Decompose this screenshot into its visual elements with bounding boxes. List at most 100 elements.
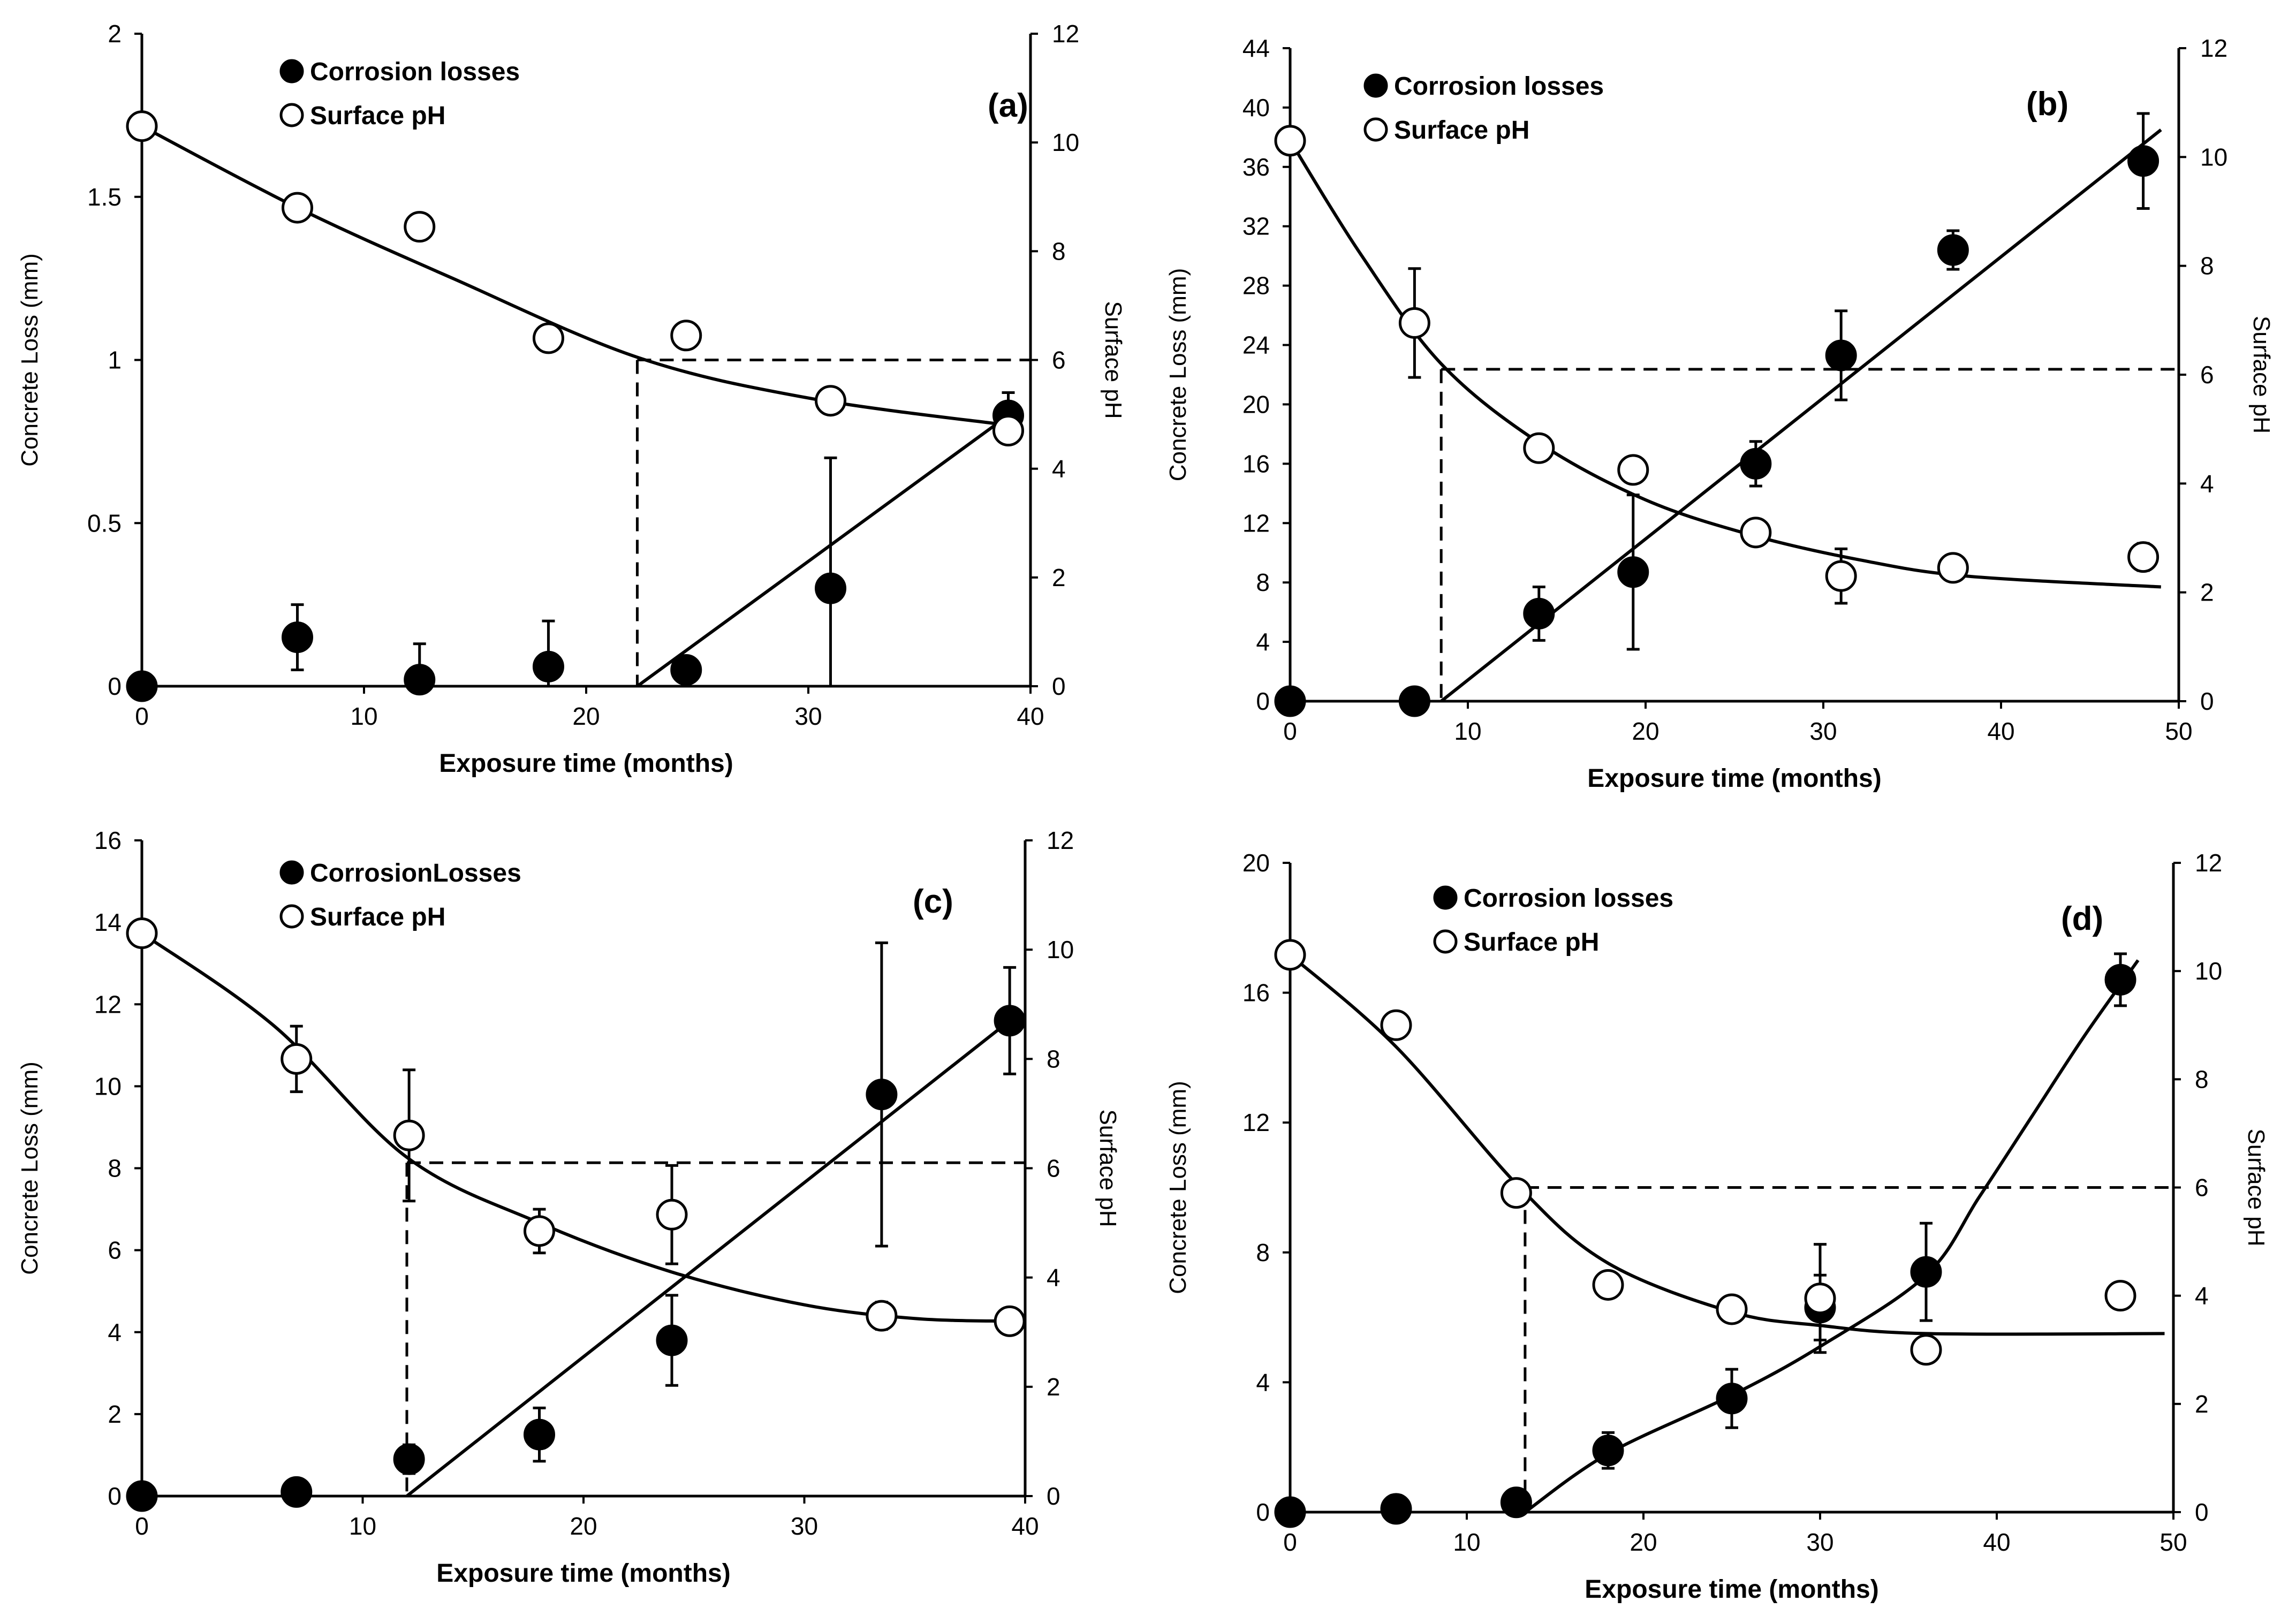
ph-fit-curve <box>1289 953 2165 1336</box>
y2-tick-label: 2 <box>2200 579 2214 606</box>
y-tick-label: 28 <box>1242 272 1270 300</box>
surface-ph-point <box>1592 1269 1624 1301</box>
surface-ph-point <box>670 320 702 352</box>
surface-ph-point <box>815 385 846 417</box>
surface-ph-point <box>1380 1009 1412 1041</box>
y2-tick-label: 2 <box>1052 564 1066 591</box>
surface-ph-point <box>1274 125 1306 157</box>
surface-ph-point <box>1937 552 1969 584</box>
legend-label: Surface pH <box>310 102 445 130</box>
x-tick-label: 40 <box>1983 1528 2010 1556</box>
x-tick-label: 30 <box>1806 1528 1833 1556</box>
y-tick-label: 6 <box>108 1236 122 1264</box>
y-tick-label: 1 <box>108 346 122 374</box>
corrosion-loss-point <box>866 1079 898 1111</box>
y-tick-label: 20 <box>1242 849 1270 877</box>
y-tick-label: 0.5 <box>87 509 122 537</box>
x-tick-label: 30 <box>794 702 822 730</box>
y-tick-label: 4 <box>1256 1368 1270 1396</box>
legend: Corrosion losses Surface pH <box>1433 884 1673 957</box>
y-tick-label: 20 <box>1242 390 1270 418</box>
y-tick-label: 2 <box>108 1400 122 1428</box>
x-tick-label: 30 <box>791 1512 818 1540</box>
chart-panel: 0 10 20 30 40 50 0 4 8 12 16 20 0 2 4 6 8 10 12 Exposure ti… <box>1165 849 2269 1604</box>
surface-ph-point <box>532 322 564 354</box>
legend: CorrosionLosses Surface pH <box>279 859 521 931</box>
x-tick-label: 30 <box>1809 717 1837 745</box>
x-tick-label: 20 <box>1630 1528 1657 1556</box>
legend-marker-open <box>279 904 304 929</box>
y-tick-label: 12 <box>94 990 122 1018</box>
y-tick-label: 8 <box>1256 1239 1270 1266</box>
y-tick-label: 44 <box>1242 34 1270 62</box>
y2-tick-label: 8 <box>1052 237 1066 265</box>
x-axis-title: Exposure time (months) <box>1585 1575 1878 1604</box>
corrosion-loss-point <box>532 650 564 682</box>
x-tick-label: 50 <box>2159 1528 2187 1556</box>
x-tick-label: 10 <box>350 702 377 730</box>
legend-marker-filled <box>279 59 304 84</box>
y2-tick-label: 6 <box>1047 1155 1060 1182</box>
y2-tick-label: 10 <box>1047 936 1074 963</box>
panel-label: (a) <box>988 87 1028 124</box>
corrosion-loss-point <box>1716 1383 1748 1415</box>
legend-label: Corrosion losses <box>310 58 520 86</box>
legend: Corrosion losses Surface pH <box>1363 72 1604 145</box>
surface-ph-point <box>126 110 158 142</box>
corrosion-loss-point <box>1825 339 1857 371</box>
corrosion-loss-point <box>670 654 702 686</box>
legend-label: CorrosionLosses <box>310 859 521 887</box>
y2-tick-label: 0 <box>2195 1498 2209 1526</box>
y2-tick-label: 0 <box>1052 672 1066 700</box>
corrosion-loss-point <box>1592 1435 1624 1467</box>
x-tick-label: 20 <box>572 702 600 730</box>
surface-ph-point <box>992 415 1024 447</box>
corrosion-loss-point <box>1617 556 1649 588</box>
x-tick-label: 10 <box>349 1512 376 1540</box>
y-tick-label: 16 <box>1242 450 1270 477</box>
x-tick-label: 40 <box>1011 1512 1039 1540</box>
y2-tick-label: 4 <box>2195 1282 2209 1310</box>
y2-tick-label: 6 <box>1052 346 1066 374</box>
corrosion-loss-point <box>524 1418 555 1451</box>
loss-fit-line <box>406 1019 1011 1498</box>
y-tick-label: 14 <box>94 908 122 936</box>
surface-ph-point <box>1910 1334 1942 1366</box>
y-tick-label: 12 <box>1242 509 1270 537</box>
y2-tick-label: 10 <box>2195 957 2222 985</box>
y2-axis-title: Surface pH <box>1095 1109 1121 1227</box>
x-axis-title: Exposure time (months) <box>1587 764 1881 793</box>
corrosion-loss-point <box>1740 447 1772 480</box>
corrosion-loss-point <box>393 1443 425 1475</box>
x-tick-label: 10 <box>1453 1528 1480 1556</box>
legend-marker-open <box>1363 117 1388 142</box>
surface-ph-point <box>1274 939 1306 971</box>
x-axis-title: Exposure time (months) <box>439 749 733 778</box>
y-tick-label: 40 <box>1242 94 1270 122</box>
y2-tick-label: 4 <box>2200 469 2214 497</box>
y2-tick-label: 10 <box>1052 128 1079 156</box>
surface-ph-point <box>1500 1177 1532 1209</box>
corrosion-loss-point <box>656 1324 688 1356</box>
corrosion-loss-point <box>1274 1496 1306 1528</box>
corrosion-loss-point <box>126 1480 158 1512</box>
y-tick-label: 8 <box>108 1155 122 1182</box>
legend-label: Surface pH <box>1464 928 1599 957</box>
y2-axis-title: Surface pH <box>2243 1128 2269 1246</box>
x-axis-title: Exposure time (months) <box>436 1559 730 1588</box>
x-tick-label: 0 <box>1283 717 1297 745</box>
legend-marker-filled <box>1433 885 1458 910</box>
legend: Corrosion losses Surface pH <box>279 58 520 130</box>
y2-tick-label: 10 <box>2200 143 2227 171</box>
corrosion-loss-point <box>1274 685 1306 717</box>
x-tick-label: 0 <box>1283 1528 1297 1556</box>
y-tick-label: 4 <box>108 1318 122 1346</box>
x-tick-label: 20 <box>1632 717 1659 745</box>
y-axis-title: Concrete Loss (mm) <box>17 1061 43 1275</box>
corrosion-loss-point <box>404 664 436 696</box>
y-axis-title: Concrete Loss (mm) <box>1165 1081 1191 1294</box>
y-tick-label: 24 <box>1242 331 1270 359</box>
y2-tick-label: 8 <box>2195 1065 2209 1093</box>
legend-marker-filled <box>1363 73 1388 98</box>
corrosion-loss-point <box>994 1005 1026 1037</box>
